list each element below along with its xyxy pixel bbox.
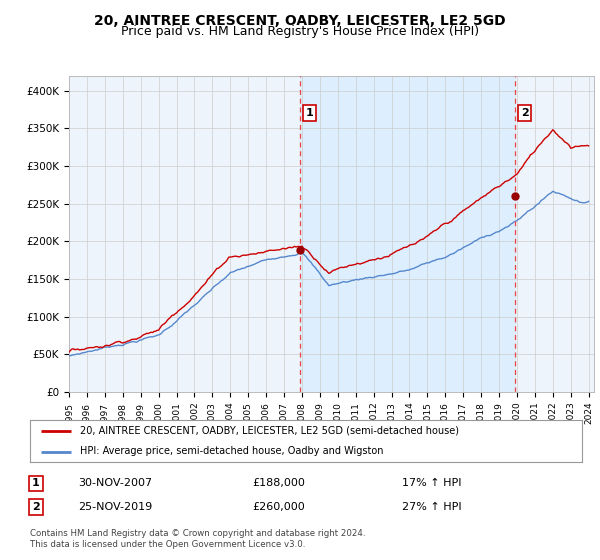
Text: Contains HM Land Registry data © Crown copyright and database right 2024.
This d: Contains HM Land Registry data © Crown c…	[30, 529, 365, 549]
Text: 30-NOV-2007: 30-NOV-2007	[78, 478, 152, 488]
Text: 2: 2	[521, 108, 529, 118]
Text: 27% ↑ HPI: 27% ↑ HPI	[402, 502, 461, 512]
Text: Price paid vs. HM Land Registry's House Price Index (HPI): Price paid vs. HM Land Registry's House …	[121, 25, 479, 38]
Text: 17% ↑ HPI: 17% ↑ HPI	[402, 478, 461, 488]
Text: £260,000: £260,000	[252, 502, 305, 512]
Text: 1: 1	[306, 108, 314, 118]
Bar	[301, 76, 515, 392]
Text: 2: 2	[32, 502, 40, 512]
Text: 1: 1	[32, 478, 40, 488]
Text: HPI: Average price, semi-detached house, Oadby and Wigston: HPI: Average price, semi-detached house,…	[80, 446, 383, 456]
Text: £188,000: £188,000	[252, 478, 305, 488]
Text: 20, AINTREE CRESCENT, OADBY, LEICESTER, LE2 5GD (semi-detached house): 20, AINTREE CRESCENT, OADBY, LEICESTER, …	[80, 426, 458, 436]
Text: 25-NOV-2019: 25-NOV-2019	[78, 502, 152, 512]
Text: 20, AINTREE CRESCENT, OADBY, LEICESTER, LE2 5GD: 20, AINTREE CRESCENT, OADBY, LEICESTER, …	[94, 14, 506, 28]
